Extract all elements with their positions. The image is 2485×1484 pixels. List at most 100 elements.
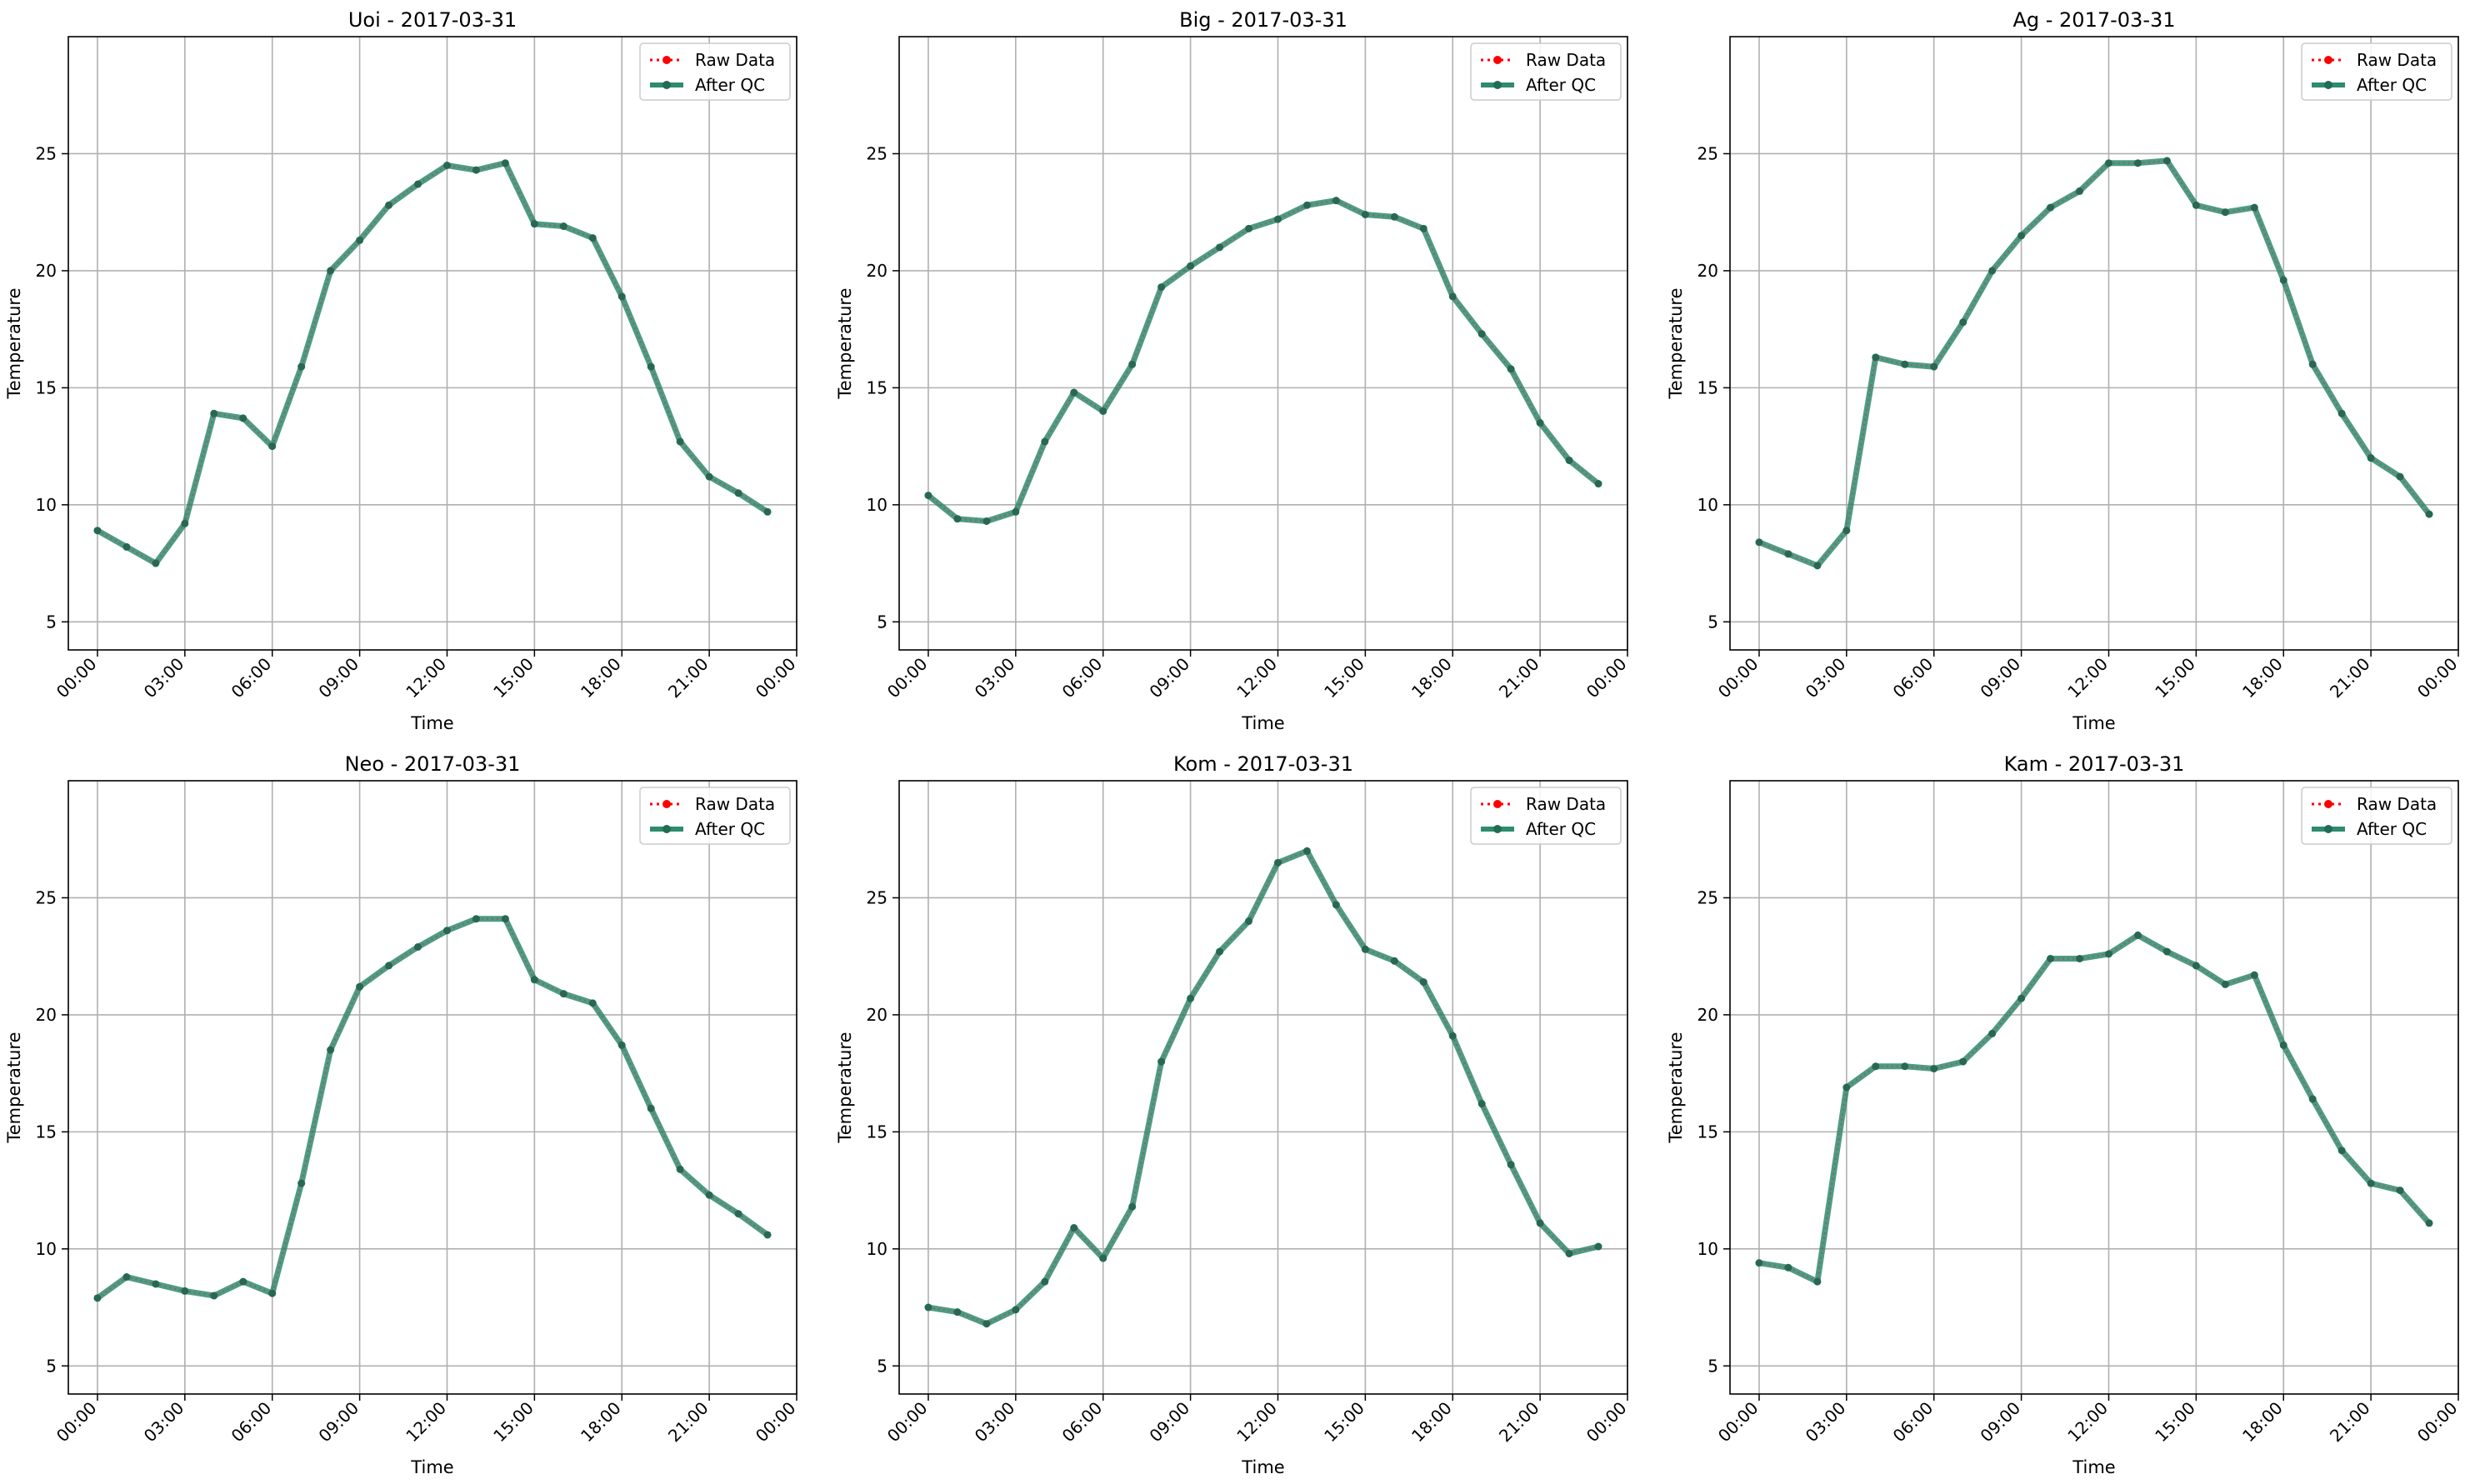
data-point-after-qc	[1784, 1263, 1792, 1272]
data-point-after-qc	[2076, 954, 2084, 962]
data-point-after-qc	[2308, 360, 2317, 368]
x-tick-label: 06:00	[1889, 654, 1938, 702]
data-point-after-qc	[2192, 201, 2200, 209]
y-tick-label: 25	[867, 143, 888, 163]
axes-frame	[1729, 36, 2459, 651]
y-tick-label: 10	[1698, 495, 1718, 515]
y-tick-label: 5	[877, 1356, 888, 1376]
data-point-after-qc	[2047, 954, 2055, 962]
axes-frame	[1729, 780, 2459, 1395]
data-point-after-qc	[181, 519, 189, 527]
data-point-after-qc	[1594, 1242, 1602, 1251]
legend-label-raw: Raw Data	[695, 50, 775, 70]
x-axis-label: Time	[2072, 1457, 2115, 1477]
data-point-after-qc	[734, 1210, 742, 1218]
series-line-after-qc	[926, 197, 1601, 524]
data-point-after-qc	[982, 517, 991, 525]
y-tick-label: 25	[867, 887, 888, 907]
subplot-4: Neo - 2017-03-31 00:00 03:00 06:00 09:00 12:0…	[4, 752, 800, 1477]
y-tick-label: 5	[46, 1356, 57, 1376]
data-point-after-qc	[1070, 388, 1078, 397]
data-point-after-qc	[953, 1308, 962, 1317]
data-point-after-qc	[93, 1294, 102, 1302]
legend-marker-qc	[1493, 81, 1502, 89]
series-line-raw-data	[97, 917, 768, 1299]
x-tick-label: 09:00	[1145, 654, 1193, 702]
data-point-after-qc	[530, 976, 538, 984]
data-point-after-qc	[210, 409, 218, 417]
data-point-after-qc	[152, 559, 160, 567]
y-tick-label: 20	[36, 1005, 57, 1025]
x-tick-label: 09:00	[1976, 1398, 2024, 1447]
data-point-after-qc	[442, 927, 451, 935]
series-line-after-qc	[96, 160, 769, 567]
x-tick-label: 00:00	[752, 654, 800, 702]
series-line-raw-data	[928, 850, 1599, 1325]
legend-label-raw: Raw Data	[1526, 50, 1606, 70]
x-tick-label: 00:00	[1582, 654, 1631, 702]
axes-frame	[68, 780, 798, 1395]
data-point-after-qc	[298, 1179, 306, 1187]
data-point-after-qc	[2425, 510, 2433, 518]
x-tick-label: 06:00	[228, 1398, 276, 1447]
data-point-after-qc	[1041, 437, 1049, 446]
data-point-after-qc	[676, 437, 684, 446]
data-point-after-qc	[501, 159, 509, 167]
x-tick-label: 12:00	[402, 1398, 450, 1447]
x-tick-label: 09:00	[314, 654, 362, 702]
data-point-after-qc	[2279, 1041, 2288, 1049]
data-point-after-qc	[1959, 318, 1968, 327]
data-point-after-qc	[2162, 157, 2171, 165]
data-point-after-qc	[1332, 901, 1340, 909]
data-point-after-qc	[327, 267, 335, 275]
x-tick-label: 00:00	[1582, 1398, 1631, 1447]
data-point-after-qc	[1099, 407, 1108, 415]
x-tick-label: 00:00	[52, 654, 101, 702]
data-point-after-qc	[1988, 1029, 1997, 1037]
data-point-after-qc	[1988, 267, 1997, 275]
x-tick-label: 06:00	[1058, 654, 1107, 702]
data-point-after-qc	[1332, 197, 1340, 205]
y-tick-label: 5	[46, 612, 57, 632]
data-point-after-qc	[1187, 262, 1195, 270]
legend-marker-raw	[2324, 800, 2332, 808]
x-tick-label: 21:00	[2326, 654, 2374, 702]
data-point-after-qc	[298, 362, 306, 371]
data-point-after-qc	[2221, 208, 2229, 217]
data-point-after-qc	[1755, 538, 1763, 547]
x-tick-label: 12:00	[1232, 1398, 1281, 1447]
data-point-after-qc	[1930, 1065, 1938, 1073]
legend-label-raw: Raw Data	[2357, 50, 2437, 70]
data-point-after-qc	[1302, 201, 1311, 209]
series-line-after-qc	[928, 847, 1599, 1327]
data-point-after-qc	[1158, 283, 1166, 292]
axes-frame	[898, 780, 1628, 1395]
y-tick-label: 10	[867, 1239, 888, 1259]
data-point-after-qc	[2279, 276, 2288, 284]
legend-label-raw: Raw Data	[2357, 794, 2437, 814]
x-tick-label: 12:00	[2063, 654, 2112, 702]
legend-marker-raw	[662, 800, 671, 808]
subplot-title: Big - 2017-03-31	[1179, 8, 1348, 32]
y-tick-label: 5	[1708, 612, 1718, 632]
legend-label-qc: After QC	[2357, 819, 2427, 839]
data-point-after-qc	[618, 1041, 626, 1049]
x-tick-label: 09:00	[1145, 1398, 1193, 1447]
data-point-after-qc	[2192, 962, 2200, 970]
data-point-after-qc	[1784, 550, 1792, 558]
y-tick-label: 25	[36, 143, 57, 163]
subplot-title: Neo - 2017-03-31	[345, 752, 521, 776]
data-point-after-qc	[2367, 1179, 2375, 1187]
x-axis-label: Time	[1241, 713, 1284, 733]
legend-marker-qc	[662, 81, 671, 89]
data-point-after-qc	[1128, 1202, 1137, 1211]
x-tick-label: 00:00	[1714, 1398, 1762, 1447]
y-tick-label: 10	[36, 495, 57, 515]
data-point-after-qc	[385, 201, 393, 209]
legend-marker-raw	[2324, 56, 2332, 64]
data-point-after-qc	[1012, 507, 1020, 516]
data-point-after-qc	[705, 1191, 713, 1199]
data-point-after-qc	[1128, 360, 1137, 368]
data-point-after-qc	[2250, 203, 2258, 212]
data-point-after-qc	[1448, 292, 1457, 301]
